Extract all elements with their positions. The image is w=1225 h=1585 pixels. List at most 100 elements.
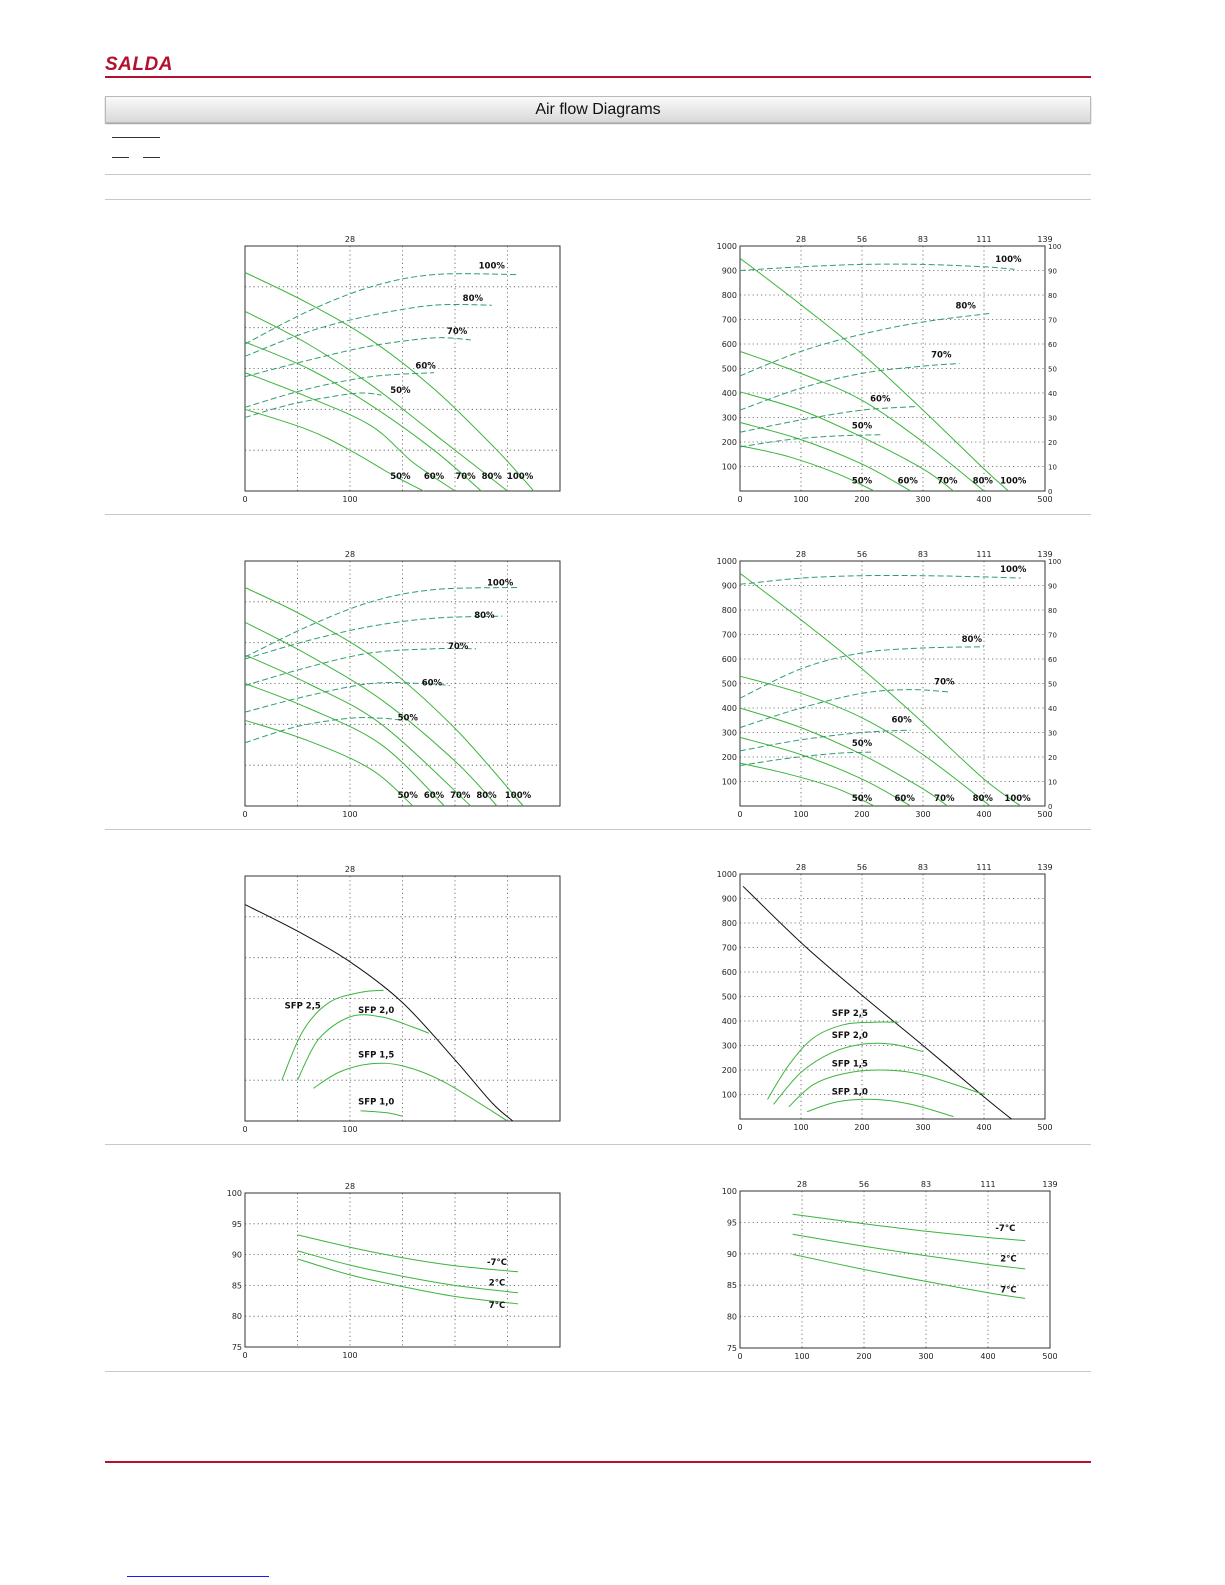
y-tick-label: 85	[727, 1281, 737, 1290]
y-tick-label: 900	[722, 582, 737, 591]
series-line-80-dashed	[244, 615, 503, 660]
series-line-sfp-2-0-solid	[297, 1014, 429, 1081]
y-tick-label: 700	[722, 631, 737, 640]
x-tick-label: 100	[342, 1125, 357, 1134]
y-tick-label: 80	[727, 1313, 737, 1322]
curve-label: 50%	[390, 472, 411, 482]
y-tick-label: 500	[722, 365, 737, 374]
curve-label: 80%	[482, 472, 503, 482]
series-line-50-dashed	[739, 751, 875, 767]
curve-label: 60%	[891, 716, 912, 726]
right-tick-label: 90	[1048, 583, 1057, 591]
x-tick-label: 0	[737, 495, 742, 504]
top-tick-label: 111	[976, 863, 991, 872]
series-line-70-dashed	[739, 363, 960, 411]
series-line-50-solid	[739, 445, 875, 492]
top-tick-label: 56	[857, 550, 867, 559]
y-tick-label: 500	[722, 680, 737, 689]
y-tick-label: 1000	[717, 557, 737, 566]
right-tick-label: 30	[1048, 730, 1057, 738]
chart-right-3: 0 100 200 300 400 500 28 56 83 111 139 100 200 300 400…	[705, 860, 1065, 1140]
y-tick-label: 1000	[717, 870, 737, 879]
x-tick-label: 100	[793, 1123, 808, 1132]
top-tick-label: 139	[1037, 550, 1052, 559]
curve-label: 100%	[479, 261, 506, 271]
series-line-70-solid	[244, 341, 482, 492]
series-line-80-solid	[244, 310, 508, 492]
curve-label: -7°C	[487, 1258, 507, 1268]
row-separator	[105, 1371, 1091, 1372]
right-tick-label: 90	[1048, 268, 1057, 276]
y-tick-label: 95	[232, 1220, 242, 1229]
top-tick-label: 56	[857, 863, 867, 872]
top-tick-label: 28	[796, 235, 806, 244]
series-line-100-solid	[244, 272, 535, 492]
series-line-60-solid	[244, 372, 456, 492]
series-line-60-solid	[244, 683, 445, 807]
row-separator	[105, 1144, 1091, 1145]
series-line-7-c-solid	[792, 1213, 1026, 1242]
curve-label: 50%	[852, 477, 873, 487]
x-tick-label: 200	[856, 1352, 871, 1361]
right-tick-label: 100	[1048, 243, 1061, 251]
curve-label: 100%	[1004, 794, 1031, 804]
x-tick-label: 0	[242, 1125, 247, 1134]
series-line-sfp-2-0-solid	[773, 1042, 924, 1105]
curve-label: 70%	[448, 642, 469, 652]
top-tick-label: 28	[796, 863, 806, 872]
series-line-sfp-2-5-solid	[767, 1021, 899, 1100]
top-tick-label: 111	[976, 235, 991, 244]
top-tick-label: 28	[796, 550, 806, 559]
series-line-sfp-1-0-solid	[360, 1110, 403, 1117]
curve-label: 100%	[507, 472, 534, 482]
x-tick-label: 100	[342, 495, 357, 504]
curve-label: SFP 1,5	[832, 1059, 868, 1069]
y-tick-label: 100	[722, 463, 737, 472]
chart-left-2: 0 100 28 100% 80% 70% 60% 50% 50% 60% 70% 80% 100%	[230, 545, 570, 825]
series-line-70-dashed	[244, 337, 471, 378]
series-line-60-solid	[739, 421, 912, 492]
series-line-sfp-2-5-solid	[281, 989, 384, 1081]
curve-label: 60%	[422, 679, 443, 689]
y-tick-label: 700	[722, 944, 737, 953]
page-title: Air flow Diagrams	[105, 96, 1091, 123]
right-tick-label: 50	[1048, 366, 1057, 374]
series-line-100-dashed	[739, 263, 1015, 271]
right-tick-label: 100	[1048, 558, 1061, 566]
x-tick-label: 100	[342, 1351, 357, 1360]
y-tick-label: 400	[722, 1017, 737, 1026]
x-tick-label: 400	[980, 1352, 995, 1361]
x-tick-label: 200	[854, 1123, 869, 1132]
x-tick-label: 200	[854, 810, 869, 819]
right-tick-label: 50	[1048, 681, 1057, 689]
row-separator	[105, 829, 1091, 830]
x-tick-label: 500	[1037, 495, 1052, 504]
x-tick-label: 0	[737, 1352, 742, 1361]
x-tick-label: 500	[1037, 810, 1052, 819]
right-tick-label: 70	[1048, 632, 1057, 640]
curve-label: 70%	[931, 350, 952, 360]
y-tick-label: 75	[727, 1344, 737, 1353]
curve-label: SFP 1,0	[358, 1098, 394, 1108]
right-tick-label: 80	[1048, 292, 1057, 300]
y-tick-label: 95	[727, 1218, 737, 1227]
y-tick-label: 700	[722, 316, 737, 325]
row-separator	[105, 514, 1091, 515]
x-tick-label: 100	[342, 810, 357, 819]
right-tick-label: 20	[1048, 439, 1057, 447]
top-tick-label: 83	[921, 1180, 931, 1189]
top-tick-label: 111	[976, 550, 991, 559]
top-tick-label: 28	[797, 1180, 807, 1189]
right-tick-label: 60	[1048, 341, 1057, 349]
curve-label: 80%	[973, 477, 994, 487]
plot-frame	[244, 875, 561, 1122]
curve-label: 2°C	[1000, 1254, 1016, 1264]
curve-label: 7°C	[1000, 1286, 1016, 1296]
right-tick-label: 20	[1048, 754, 1057, 762]
curve-label: 80%	[476, 791, 497, 801]
series-line-80-solid	[739, 350, 985, 492]
row-separator	[105, 174, 1091, 175]
series-line-sfp-1-5-solid	[313, 1062, 508, 1122]
footer-link-underline[interactable]	[127, 1576, 269, 1577]
curve-label: 50%	[852, 739, 873, 749]
